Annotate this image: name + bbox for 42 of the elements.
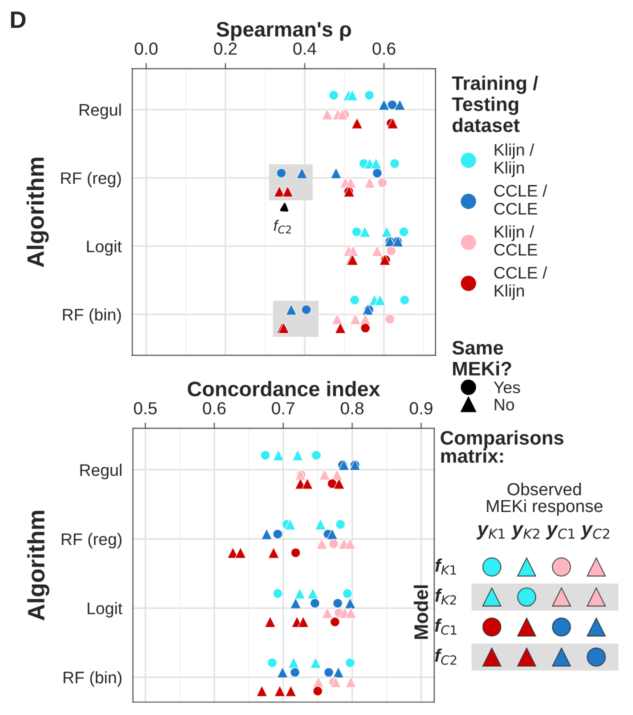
x-tick-label: 0.6: [202, 402, 226, 414]
text: y$_{C2}$: [580, 525, 610, 540]
x-tick-label: 0.2: [214, 42, 237, 55]
annotation: f$_{C2}$: [274, 220, 291, 234]
x-tick-label: 0.8: [340, 402, 364, 414]
text: Observed MEKi response: [486, 482, 602, 516]
text: y$_{K2}$: [511, 525, 540, 540]
x-tick-label: 0.7: [272, 402, 294, 414]
legend-label: CCLE / Klijn: [494, 266, 548, 300]
text: f$_{K2}$: [435, 588, 456, 605]
y-axis-title: Algorithm: [27, 510, 50, 620]
annotation: Model: [414, 585, 428, 639]
text: f$_{C1}$: [435, 618, 456, 635]
text: D: [11, 12, 26, 28]
y-tick-label: RF (reg): [62, 532, 122, 548]
x-axis-title: Spearman's ρ: [216, 22, 352, 41]
text: Same MEKi?: [452, 340, 512, 376]
text: y$_{K1}$: [476, 525, 505, 540]
text: No: [494, 398, 514, 411]
text: Comparisons matrix:: [440, 430, 564, 463]
legend-label: Klijn / Klijn: [494, 143, 534, 177]
y-tick-label: Logit: [87, 240, 122, 256]
text: f$_{K1}$: [435, 558, 456, 575]
y-tick-label: Regul: [80, 104, 121, 120]
x-tick-label: 0.5: [134, 402, 157, 414]
y-tick-label: RF (bin): [63, 308, 121, 324]
legend-label: Klijn / CCLE: [494, 225, 538, 256]
y-tick-label: RF (reg): [61, 172, 121, 188]
y-tick-label: Regul: [80, 464, 122, 480]
text: f$_{C2}$: [435, 648, 456, 665]
y-tick-label: RF (bin): [64, 671, 122, 687]
text: Yes: [494, 382, 520, 394]
x-axis-title: Concordance index: [188, 381, 380, 396]
legend-title: Training / Testing dataset: [452, 76, 538, 132]
legend-label: CCLE / CCLE: [494, 184, 548, 215]
x-tick-label: 0.0: [134, 42, 158, 55]
x-tick-label: 0.9: [410, 402, 432, 414]
x-tick-label: 0.6: [372, 42, 396, 55]
y-tick-label: Logit: [88, 602, 122, 618]
text: y$_{C1}$: [546, 525, 575, 540]
x-tick-label: 0.4: [293, 42, 316, 55]
y-axis-title: Algorithm: [26, 158, 49, 268]
